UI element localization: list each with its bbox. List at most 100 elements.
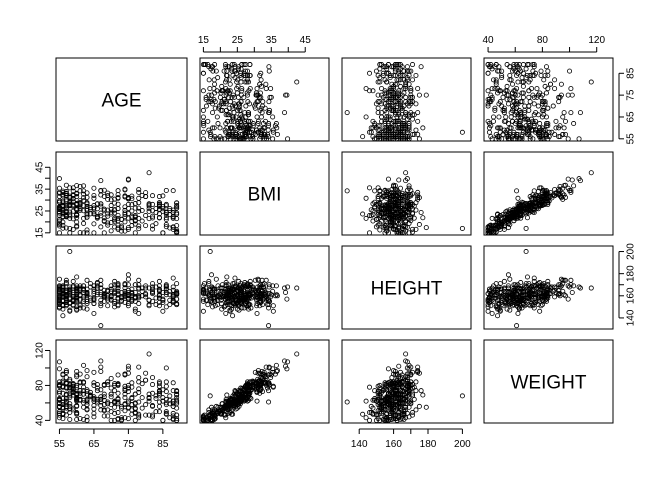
data-point	[60, 222, 66, 228]
data-point	[70, 303, 76, 309]
data-point	[387, 72, 393, 78]
data-point	[205, 291, 211, 297]
data-point	[531, 275, 537, 281]
data-point	[401, 215, 407, 221]
data-point	[210, 125, 216, 131]
data-point	[146, 216, 152, 222]
data-point	[543, 90, 549, 96]
data-point	[380, 214, 386, 220]
data-point	[136, 389, 142, 395]
data-point	[270, 114, 276, 120]
data-point	[373, 68, 379, 74]
data-point	[562, 118, 568, 124]
data-point	[495, 287, 501, 293]
data-point	[170, 213, 176, 219]
data-point	[74, 297, 80, 303]
data-point	[497, 213, 503, 219]
data-point	[223, 280, 229, 286]
data-point	[150, 375, 156, 381]
data-point	[206, 77, 212, 83]
data-point	[174, 200, 180, 206]
data-point	[531, 112, 537, 118]
data-point	[223, 64, 229, 70]
data-point	[255, 121, 261, 127]
data-point	[122, 395, 128, 401]
data-point	[74, 194, 80, 200]
data-point	[163, 304, 169, 310]
data-point	[70, 226, 76, 232]
data-point	[519, 286, 525, 292]
tick-label: 140	[351, 439, 368, 450]
data-point	[214, 88, 220, 94]
data-point	[514, 188, 520, 194]
data-point	[459, 225, 465, 231]
data-point	[385, 366, 391, 372]
data-point	[156, 295, 162, 301]
data-point	[156, 389, 162, 395]
data-point	[146, 170, 152, 176]
data-point	[81, 215, 87, 221]
data-point	[163, 187, 169, 193]
data-point	[129, 298, 135, 304]
data-point	[81, 362, 87, 368]
data-point	[129, 293, 135, 299]
data-point	[561, 183, 567, 189]
data-point	[217, 94, 223, 100]
data-point	[74, 382, 80, 388]
data-point	[91, 382, 97, 388]
data-point	[549, 129, 555, 135]
data-point	[81, 391, 87, 397]
data-point	[98, 368, 104, 374]
data-point	[387, 88, 393, 94]
data-point	[499, 289, 505, 295]
data-point	[247, 302, 253, 308]
panel-frame-bmi-weight	[483, 151, 614, 236]
data-point	[115, 195, 121, 201]
tick-label: 75	[626, 89, 637, 101]
data-point	[115, 192, 121, 198]
data-point	[410, 229, 416, 235]
data-point	[389, 208, 395, 214]
data-point	[224, 125, 230, 131]
data-point	[488, 62, 494, 68]
data-point	[233, 288, 239, 294]
data-point	[74, 384, 80, 390]
data-point	[263, 377, 269, 383]
data-point	[267, 291, 273, 297]
data-point	[392, 123, 398, 129]
data-point	[260, 99, 266, 105]
data-point	[232, 75, 238, 81]
data-point	[556, 125, 562, 131]
data-point	[515, 311, 521, 317]
data-point	[394, 81, 400, 87]
data-point	[257, 136, 263, 142]
data-point	[404, 371, 410, 377]
diag-label-weight: WEIGHT	[511, 373, 587, 394]
data-point	[94, 289, 100, 295]
data-point	[380, 403, 386, 409]
data-point	[112, 404, 118, 410]
data-point	[254, 86, 260, 92]
data-point	[282, 285, 288, 291]
data-point	[60, 188, 66, 194]
data-point	[56, 216, 62, 222]
data-point	[115, 206, 121, 212]
data-point	[67, 199, 73, 205]
data-point	[505, 283, 511, 289]
data-point	[229, 411, 235, 417]
data-point	[382, 90, 388, 96]
data-point	[384, 417, 390, 423]
data-point	[384, 225, 390, 231]
data-point	[70, 389, 76, 395]
data-point	[108, 192, 114, 198]
data-point	[489, 297, 495, 303]
data-point	[200, 88, 206, 94]
data-point	[216, 288, 222, 294]
data-point	[385, 129, 391, 135]
data-point	[143, 377, 149, 383]
data-point	[63, 182, 69, 188]
data-point	[270, 283, 276, 289]
data-point	[219, 306, 225, 312]
data-point	[396, 400, 402, 406]
data-point	[527, 136, 533, 142]
